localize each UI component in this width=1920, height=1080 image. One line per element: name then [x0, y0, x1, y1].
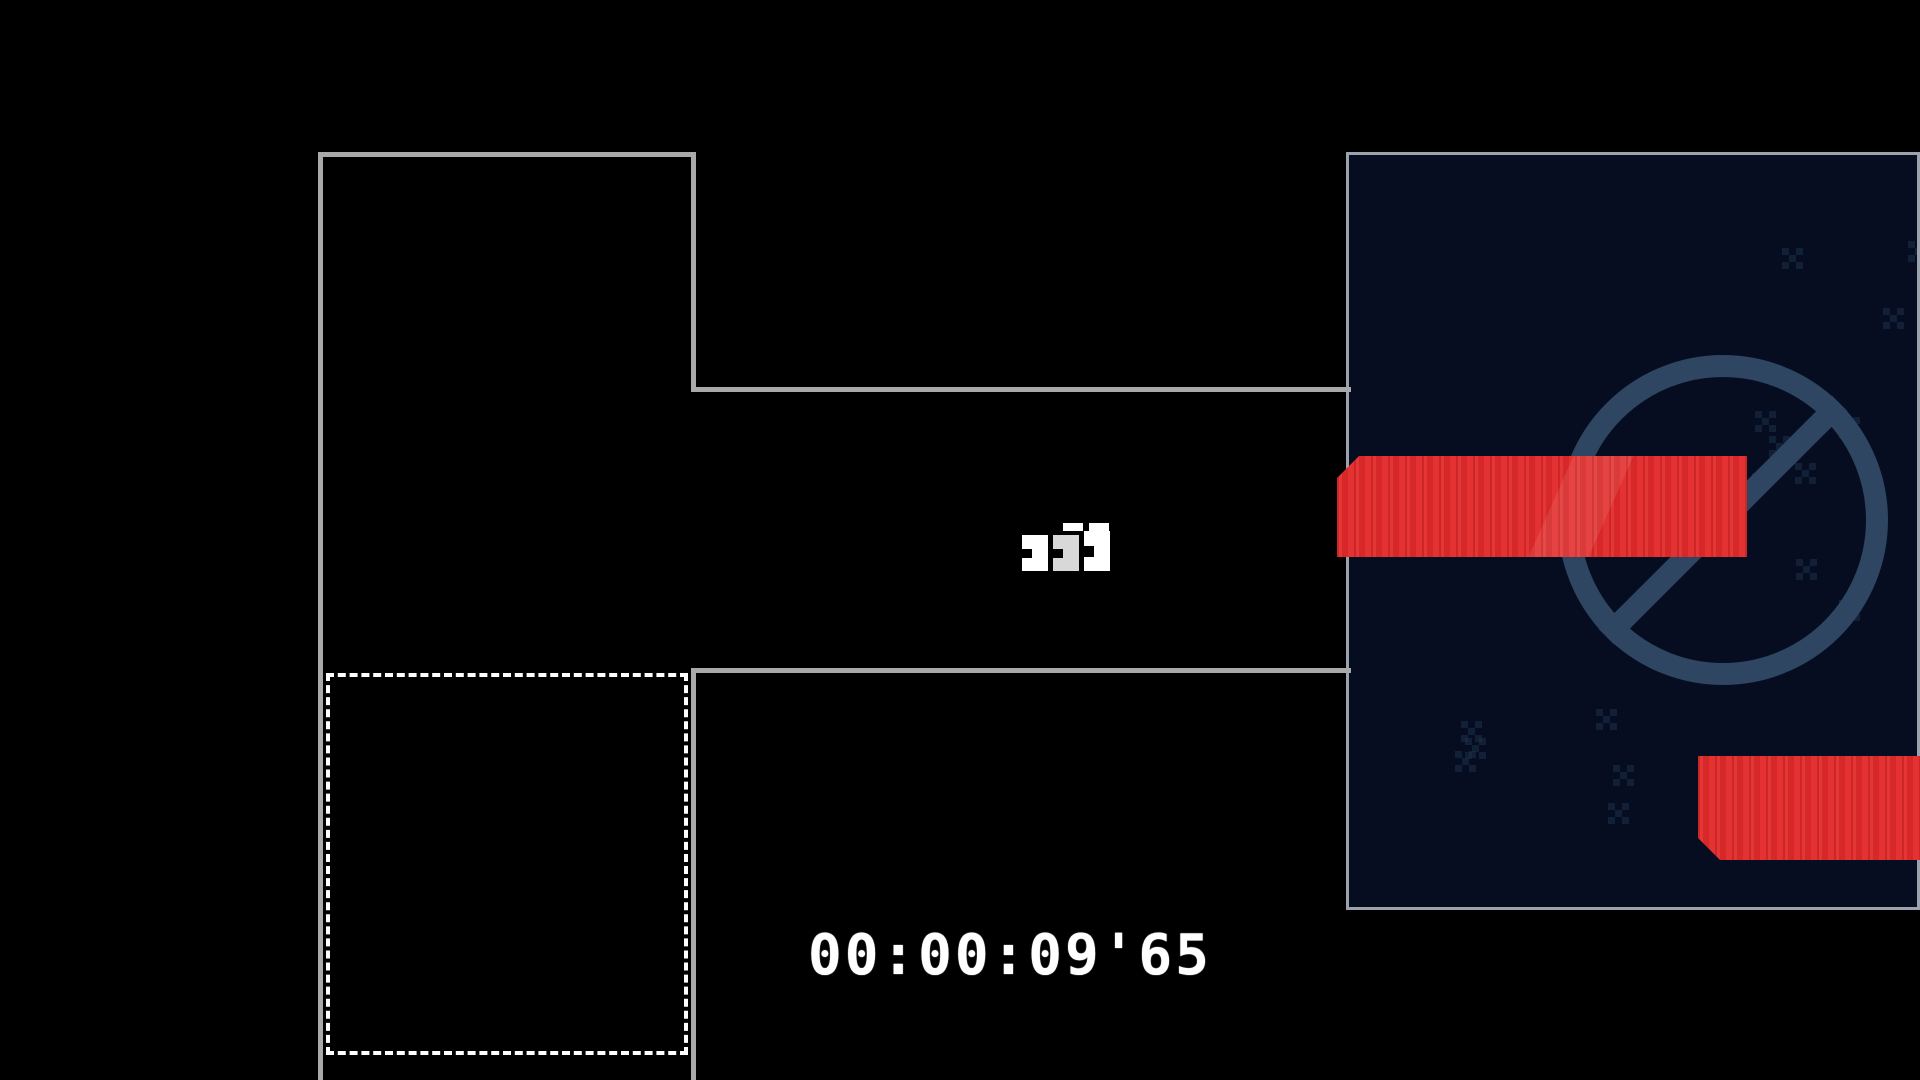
hazard-bar-sheen — [1528, 456, 1634, 557]
wall-lower-left-right — [691, 668, 696, 1080]
player-echo-1 — [1022, 535, 1048, 571]
scatter-cross-icon — [1839, 600, 1865, 626]
hud-timer: 00:00:09'65 — [808, 923, 1212, 988]
player-body — [1084, 531, 1110, 571]
scatter-cross-icon — [1455, 751, 1481, 777]
checkpoint-zone — [326, 673, 688, 1055]
hazard-bar-lower — [1698, 756, 1920, 860]
scatter-cross-icon — [1461, 721, 1487, 747]
player-sprite — [1022, 523, 1122, 579]
wall-upper-left-top — [318, 152, 696, 157]
player-dash-mark-1 — [1063, 523, 1083, 531]
scatter-cross-icon — [1608, 803, 1634, 829]
wall-corridor-ceiling — [691, 387, 1351, 392]
scatter-cross-icon — [1613, 765, 1639, 791]
scatter-cross-icon — [1883, 308, 1909, 334]
wall-upper-left-right — [691, 152, 696, 392]
scatter-cross-icon — [1755, 411, 1781, 437]
scatter-cross-icon — [1795, 463, 1821, 489]
wall-upper-left-vertical — [318, 152, 323, 1080]
scatter-cross-icon — [1465, 738, 1491, 764]
hazard-bar-upper — [1337, 456, 1747, 557]
wall-corridor-floor — [691, 668, 1351, 673]
scatter-cross-icon — [1839, 417, 1865, 443]
player-echo-2 — [1053, 535, 1079, 571]
scatter-cross-icon — [1769, 436, 1795, 462]
player-dash-mark-2 — [1089, 523, 1109, 531]
scatter-cross-icon — [1782, 248, 1808, 274]
scatter-cross-icon — [1908, 241, 1917, 267]
scatter-cross-icon — [1796, 559, 1822, 585]
scatter-cross-icon — [1596, 709, 1622, 735]
